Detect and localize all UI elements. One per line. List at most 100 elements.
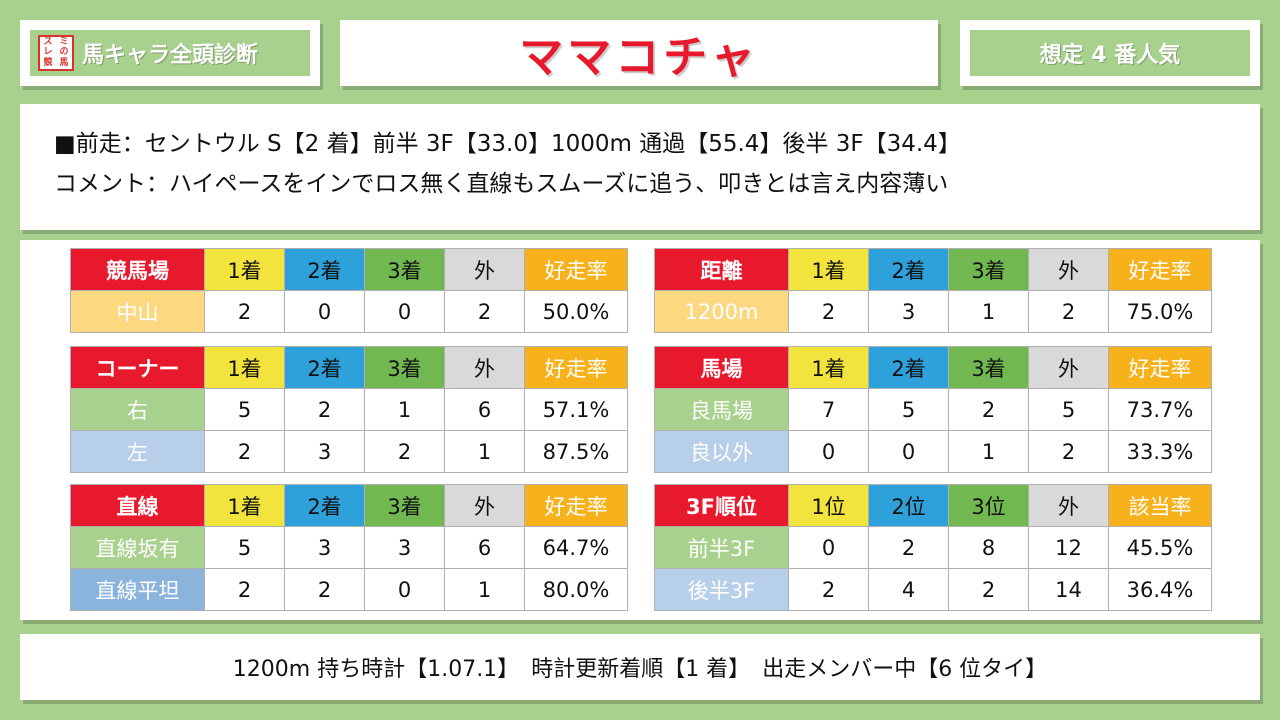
table-header-row: コーナー 1着 2着 3着 外 好走率 <box>70 346 628 389</box>
row-label: 右 <box>70 388 205 431</box>
header-rate: 好走率 <box>1108 248 1212 291</box>
cell-second: 3 <box>868 290 949 333</box>
cell-third: 3 <box>364 526 445 569</box>
cell-other: 6 <box>444 388 525 431</box>
comment-line: コメント：ハイペースをインでロス無く直線もスムーズに追う、叩きとは言え内容薄い <box>54 171 949 197</box>
cell-first: 0 <box>788 526 869 569</box>
cell-rate: 80.0% <box>524 568 628 611</box>
logo-char: 馬 <box>59 58 69 69</box>
cell-second: 0 <box>284 290 365 333</box>
cell-third: 1 <box>364 388 445 431</box>
track-table: 馬場 1着 2着 3着 外 好走率 良馬場 7 5 2 5 73.7% 良以外 … <box>654 346 1212 473</box>
holding-time: 1200m 持ち時計【1.07.1】 <box>232 657 520 682</box>
stats-panel: 競馬場 1着 2着 3着 外 好走率 中山 2 0 0 2 50.0% 距離 1… <box>20 240 1260 620</box>
cell-third: 0 <box>364 290 445 333</box>
cell-rate: 75.0% <box>1108 290 1212 333</box>
header-first: 1着 <box>788 248 869 291</box>
cell-first: 2 <box>788 290 869 333</box>
row-label: 1200m <box>654 290 789 333</box>
header-rate: 好走率 <box>524 248 628 291</box>
table-header-row: 3F順位 1位 2位 3位 外 該当率 <box>654 484 1212 527</box>
logo-char: レ <box>43 47 53 58</box>
cell-first: 7 <box>788 388 869 431</box>
cell-third: 2 <box>948 388 1029 431</box>
time-update-order: 時計更新着順【1 着】 <box>531 657 751 682</box>
logo-char: の <box>59 47 69 58</box>
cell-rate: 50.0% <box>524 290 628 333</box>
logo-char: ミ <box>59 36 69 47</box>
row-label: 中山 <box>70 290 205 333</box>
table-row: 良馬場 7 5 2 5 73.7% <box>654 388 1212 431</box>
cell-second: 4 <box>868 568 949 611</box>
header-rate: 好走率 <box>524 346 628 389</box>
popularity-label: 想定 4 番人気 <box>970 30 1250 76</box>
header-other: 外 <box>1028 248 1109 291</box>
popularity-panel: 想定 4 番人気 <box>960 20 1260 86</box>
cell-third: 8 <box>948 526 1029 569</box>
header-rate: 該当率 <box>1108 484 1212 527</box>
horse-name-panel: ママコチャ <box>340 20 938 86</box>
header-first: 1着 <box>204 484 285 527</box>
corner-table: コーナー 1着 2着 3着 外 好走率 右 5 2 1 6 57.1% 左 2 … <box>70 346 628 473</box>
header-first: 1着 <box>204 248 285 291</box>
cell-rate: 64.7% <box>524 526 628 569</box>
cell-other: 12 <box>1028 526 1109 569</box>
table-row: 良以外 0 0 1 2 33.3% <box>654 430 1212 473</box>
cell-second: 5 <box>868 388 949 431</box>
header-second: 2着 <box>284 248 365 291</box>
row-label: 良馬場 <box>654 388 789 431</box>
cell-other: 2 <box>444 290 525 333</box>
distance-table: 距離 1着 2着 3着 外 好走率 1200m 2 3 1 2 75.0% <box>654 248 1212 333</box>
header-other: 外 <box>1028 346 1109 389</box>
header-third: 3位 <box>948 484 1029 527</box>
cell-rate: 87.5% <box>524 430 628 473</box>
series-title-panel: ス ミ レ の 競 馬 馬キャラ全頭診断 <box>20 20 320 86</box>
header-other: 外 <box>444 484 525 527</box>
race-info-panel: ■前走：セントウル S【2 着】前半 3F【33.0】1000m 通過【55.4… <box>20 104 1260 230</box>
table-row: 後半3F 2 4 2 14 36.4% <box>654 568 1212 611</box>
header-label: 競馬場 <box>70 248 205 291</box>
header-label: 3F順位 <box>654 484 789 527</box>
time-summary-panel: 1200m 持ち時計【1.07.1】 時計更新着順【1 着】 出走メンバー中【6… <box>20 634 1260 700</box>
cell-first: 2 <box>788 568 869 611</box>
row-label: 直線平坦 <box>70 568 205 611</box>
header-second: 2着 <box>284 346 365 389</box>
header-first: 1着 <box>204 346 285 389</box>
cell-first: 2 <box>204 430 285 473</box>
series-title: 馬キャラ全頭診断 <box>82 43 259 68</box>
cell-third: 1 <box>948 290 1029 333</box>
cell-rate: 73.7% <box>1108 388 1212 431</box>
header-other: 外 <box>444 248 525 291</box>
cell-rate: 33.3% <box>1108 430 1212 473</box>
cell-other: 14 <box>1028 568 1109 611</box>
cell-third: 1 <box>948 430 1029 473</box>
row-label: 左 <box>70 430 205 473</box>
header-third: 3着 <box>364 346 445 389</box>
header-third: 3着 <box>948 248 1029 291</box>
cell-second: 0 <box>868 430 949 473</box>
table-row: 直線平坦 2 2 0 1 80.0% <box>70 568 628 611</box>
cell-other: 1 <box>444 568 525 611</box>
cell-second: 3 <box>284 526 365 569</box>
cell-other: 6 <box>444 526 525 569</box>
last-race-line: ■前走：セントウル S【2 着】前半 3F【33.0】1000m 通過【55.4… <box>54 131 961 157</box>
cell-second: 2 <box>868 526 949 569</box>
straight-table: 直線 1着 2着 3着 外 好走率 直線坂有 5 3 3 6 64.7% 直線平… <box>70 484 628 611</box>
header-first: 1位 <box>788 484 869 527</box>
cell-first: 2 <box>204 568 285 611</box>
header-second: 2着 <box>284 484 365 527</box>
cell-first: 0 <box>788 430 869 473</box>
cell-rate: 36.4% <box>1108 568 1212 611</box>
table-row: 右 5 2 1 6 57.1% <box>70 388 628 431</box>
logo-char: ス <box>43 36 53 47</box>
header-label: 距離 <box>654 248 789 291</box>
header-rate: 好走率 <box>524 484 628 527</box>
row-label: 良以外 <box>654 430 789 473</box>
cell-other: 1 <box>444 430 525 473</box>
table-row: 1200m 2 3 1 2 75.0% <box>654 290 1212 333</box>
header-other: 外 <box>1028 484 1109 527</box>
table-header-row: 距離 1着 2着 3着 外 好走率 <box>654 248 1212 291</box>
course-table: 競馬場 1着 2着 3着 外 好走率 中山 2 0 0 2 50.0% <box>70 248 628 333</box>
logo-char: 競 <box>43 58 53 69</box>
horse-name: ママコチャ <box>519 32 759 83</box>
